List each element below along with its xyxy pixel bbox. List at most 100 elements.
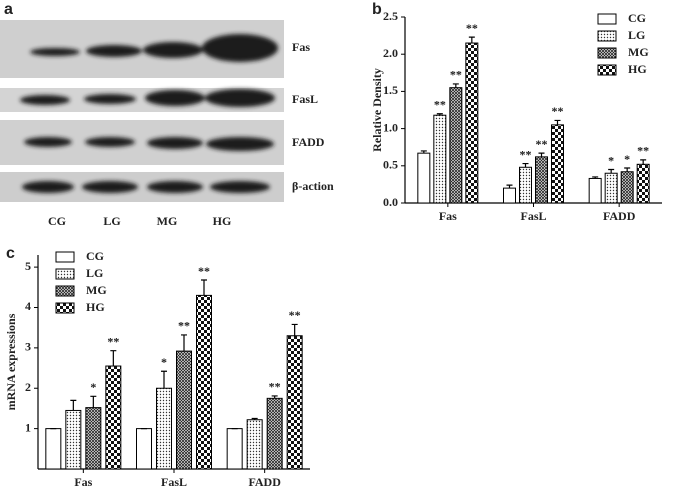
bar — [588, 177, 602, 204]
x-tick-label: Fas — [439, 209, 457, 223]
y-tick-label: 4 — [25, 299, 31, 313]
error-bar — [436, 113, 443, 116]
y-tick-label: 0.5 — [383, 158, 398, 172]
legend-swatch — [55, 285, 75, 297]
legend-label: MG — [628, 45, 649, 59]
blot-column-label: HG — [213, 214, 232, 228]
significance-label: ** — [450, 68, 462, 82]
bar — [417, 152, 431, 204]
significance-label: ** — [107, 334, 119, 348]
legend-label: HG — [628, 62, 647, 76]
y-tick-label: 2 — [25, 380, 31, 394]
y-tick-label: 2.0 — [383, 46, 398, 60]
significance-label: ** — [434, 97, 446, 111]
blot-column-label: MG — [157, 214, 178, 228]
error-bar — [110, 350, 117, 367]
legend-swatch — [55, 268, 75, 280]
error-bar — [592, 176, 599, 179]
bar — [551, 124, 564, 204]
error-bar — [161, 370, 167, 389]
y-tick-label: 2.5 — [383, 9, 398, 23]
bands — [20, 34, 278, 193]
significance-label: ** — [552, 104, 564, 118]
error-bar — [608, 168, 615, 174]
x-tick-label: FADD — [603, 209, 636, 223]
significance-label: * — [608, 153, 614, 167]
bar — [604, 172, 618, 204]
error-bar — [554, 119, 561, 125]
error-bar — [291, 323, 298, 336]
blot-column-label: CG — [48, 214, 66, 228]
x-tick-label: FADD — [248, 475, 281, 489]
bar — [65, 409, 82, 470]
significance-label: ** — [637, 144, 649, 158]
y-tick-label: 1.5 — [383, 83, 398, 97]
y-tick-label: 5 — [25, 259, 31, 273]
significance-label: ** — [536, 137, 548, 151]
bar — [266, 397, 283, 470]
significance-label: ** — [289, 308, 301, 322]
error-bar — [506, 184, 513, 189]
blot-row-label: β-action — [292, 179, 334, 193]
panel-letter: b — [372, 1, 382, 18]
legend-label: LG — [86, 266, 103, 280]
bar — [246, 419, 263, 470]
bar — [85, 407, 102, 470]
blot-column-label: LG — [103, 214, 120, 228]
bar — [465, 42, 479, 204]
bar — [519, 166, 532, 204]
error-bar — [640, 159, 647, 165]
legend-label: HG — [86, 300, 105, 314]
legend-label: CG — [628, 11, 646, 25]
significance-label: * — [90, 380, 96, 394]
significance-label: ** — [520, 147, 532, 161]
bar — [136, 428, 152, 470]
significance-label: ** — [178, 319, 190, 333]
x-tick-label: Fas — [74, 475, 92, 489]
blot-row-label: Fas — [292, 40, 310, 54]
error-bar — [70, 399, 77, 411]
legend-label: LG — [628, 28, 645, 42]
panel-letter: c — [6, 245, 15, 262]
error-bar — [468, 36, 475, 44]
significance-label: ** — [198, 264, 210, 278]
error-bar — [201, 279, 207, 296]
significance-label: ** — [466, 21, 478, 35]
blot-panel: a Fas FasL FADD β-action CG LG MG HG — [0, 1, 334, 228]
bar — [105, 365, 122, 470]
y-tick-label: 0.0 — [383, 195, 398, 209]
blot-row-label: FADD — [292, 135, 325, 149]
significance-label: ** — [269, 380, 281, 394]
legend-label: CG — [86, 249, 104, 263]
bar — [503, 187, 516, 204]
legend-swatch — [55, 302, 75, 314]
error-bar — [452, 83, 459, 88]
bar — [156, 387, 172, 470]
bar — [433, 114, 447, 204]
x-tick-label: FasL — [520, 209, 546, 223]
error-bar — [420, 150, 427, 154]
y-tick-label: 3 — [25, 340, 31, 354]
panel-letter: a — [4, 1, 13, 18]
significance-label: * — [161, 355, 167, 369]
bar — [45, 428, 62, 470]
legend-label: MG — [86, 283, 107, 297]
bar — [535, 156, 548, 204]
bar — [226, 428, 243, 470]
legend-swatch — [597, 47, 617, 59]
y-axis-label: Relative Density — [370, 68, 384, 152]
error-bar — [181, 334, 187, 352]
blot-row-label: FasL — [292, 92, 318, 106]
legend-swatch — [597, 64, 617, 76]
legend-swatch — [597, 13, 617, 25]
y-tick-label: 1 — [25, 420, 31, 434]
legend-swatch — [597, 30, 617, 42]
error-bar — [538, 152, 545, 157]
bar — [176, 350, 192, 470]
bar — [286, 335, 303, 470]
error-bar — [624, 167, 631, 172]
error-bar — [251, 417, 258, 420]
y-axis-label: mRNA expressions — [4, 313, 18, 410]
significance-label: * — [624, 152, 630, 166]
